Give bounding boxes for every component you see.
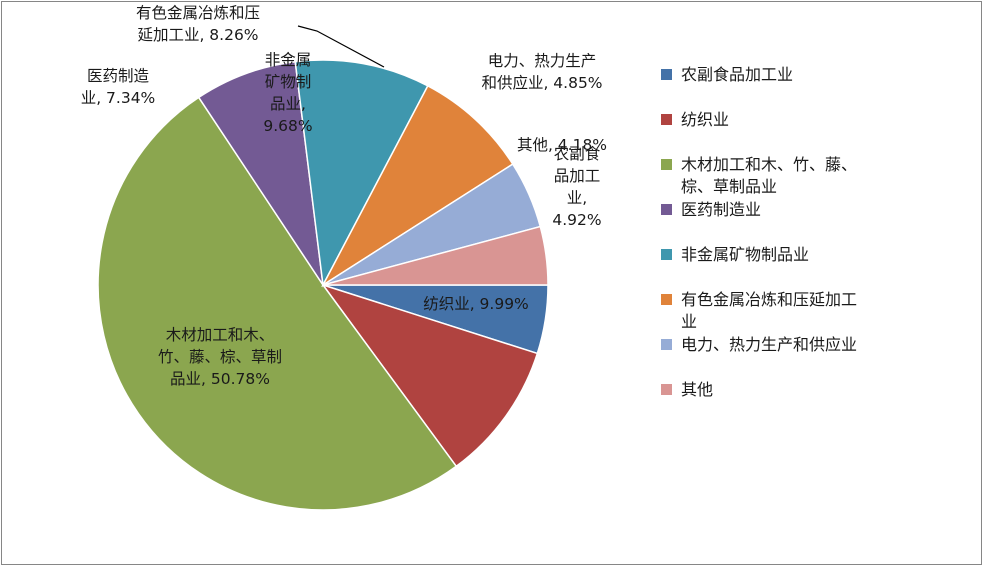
slice-label-line: 4.92% [552, 211, 601, 229]
slice-label-line: 和供应业, 4.85% [481, 73, 602, 92]
slice-labels: 农副食品加工业, 4.92%纺织业, 9.99%木材加工和木、竹、藤、棕、草制品业… [81, 4, 607, 388]
legend-label: 有色金属冶炼和压延加工业 [681, 290, 857, 331]
legend-label-line: 业 [681, 312, 697, 331]
legend-label-line: 非金属矿物制品业 [681, 245, 809, 264]
legend-swatch [661, 69, 672, 80]
pie-slice [197, 60, 324, 286]
legend-label-line: 农副食品加工业 [681, 65, 793, 84]
slice-label-line: 医药制造 [87, 67, 150, 85]
pie-slice [294, 59, 429, 288]
slice-label-line: 有色金属冶炼和压 [136, 4, 260, 22]
slice-label: 纺织业, 9.99% [423, 295, 529, 313]
pie-slice [321, 283, 539, 468]
legend-label: 其他 [681, 380, 713, 399]
slice-label-line: 业, 7.34% [81, 89, 156, 107]
slice-label-line: 其他, 4.18% [517, 136, 607, 154]
legend: 农副食品加工业纺织业木材加工和木、竹、藤、棕、草制品业医药制造业非金属矿物制品业… [661, 65, 857, 399]
legend-label: 非金属矿物制品业 [681, 245, 809, 264]
slice-label: 医药制造业, 7.34% [81, 67, 156, 107]
legend-label-line: 棕、草制品业 [681, 177, 777, 196]
pie-slice [97, 96, 458, 511]
slice-label-line: 品加工 [554, 167, 601, 185]
slice-label-line: 业, [567, 189, 587, 207]
slice-label-line: 竹、藤、棕、草制 [158, 348, 282, 366]
legend-label-line: 电力、热力生产和供应业 [681, 335, 857, 354]
slice-label-line: 延加工业, 8.26% [137, 26, 258, 44]
slice-label-line: 品业, [270, 95, 306, 113]
pie-slices [97, 59, 549, 511]
legend-swatch [661, 249, 672, 260]
slice-label-line: 品业, 50.78% [170, 370, 270, 388]
slice-label-line: 非金属 [265, 51, 312, 69]
legend-label: 农副食品加工业 [681, 65, 793, 84]
legend-label: 医药制造业 [681, 200, 761, 219]
slice-label: 其他, 4.18% [517, 136, 607, 154]
legend-swatch [661, 114, 672, 125]
legend-label: 电力、热力生产和供应业 [681, 335, 857, 354]
slice-label-line: 木材加工和木、 [166, 326, 275, 344]
leader-line [297, 25, 385, 68]
legend-label-line: 医药制造业 [681, 200, 761, 219]
slice-label-line: 纺织业, 9.99% [423, 295, 529, 313]
legend-swatch [661, 384, 672, 395]
legend-label-line: 其他 [681, 380, 713, 399]
slice-label-line: 农副食 [554, 145, 601, 163]
legend-swatch [661, 159, 672, 170]
legend-swatch [661, 204, 672, 215]
pie-slice [322, 225, 549, 286]
legend-label-line: 木材加工和木、竹、藤、 [681, 155, 857, 174]
legend-swatch [661, 294, 672, 305]
legend-label: 纺织业 [681, 110, 729, 129]
slice-label: 农副食品加工业, 4.92% [552, 145, 601, 229]
slice-label: 电力、热力生产和供应业, 4.85% [481, 52, 602, 92]
slice-label-line: 电力、热力生产 [488, 52, 597, 70]
legend-swatch [661, 339, 672, 350]
slice-label: 有色金属冶炼和压延加工业, 8.26% [136, 4, 260, 44]
slice-label-line: 9.68% [263, 117, 312, 135]
slice-label: 非金属矿物制品业, 9.68% [263, 51, 312, 135]
legend-label-line: 有色金属冶炼和压延加工 [681, 290, 857, 309]
legend-label: 木材加工和木、竹、藤、棕、草制品业 [681, 155, 857, 196]
legend-label-line: 纺织业 [681, 110, 729, 129]
slice-label: 木材加工和木、竹、藤、棕、草制品业, 50.78% [158, 326, 282, 388]
pie-slice [321, 84, 514, 288]
slice-label-line: 矿物制 [265, 73, 312, 91]
